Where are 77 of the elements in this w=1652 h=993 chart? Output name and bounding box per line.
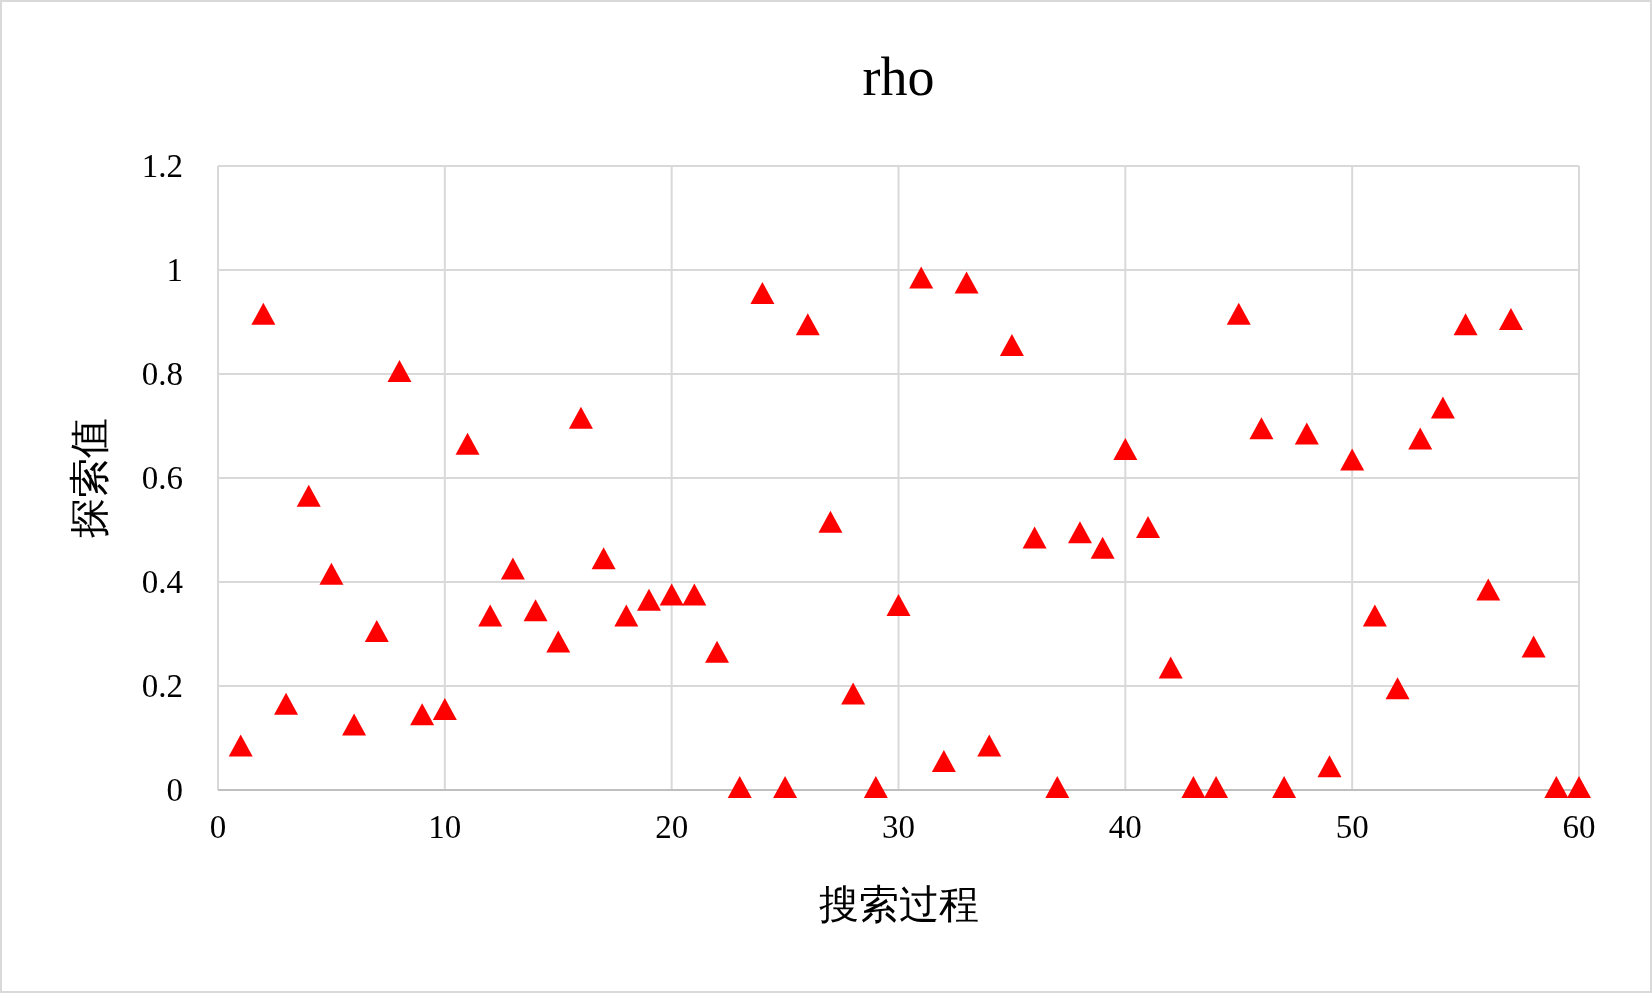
point — [750, 282, 775, 304]
point — [342, 713, 367, 736]
point — [1022, 526, 1047, 549]
point — [886, 594, 911, 616]
point — [410, 703, 435, 726]
y-axis-title: 探索值 — [67, 418, 112, 538]
point — [614, 604, 639, 627]
point — [455, 432, 480, 455]
point — [705, 640, 730, 663]
point — [568, 406, 593, 429]
point — [1430, 396, 1455, 419]
point — [1136, 516, 1161, 538]
point — [1226, 302, 1251, 325]
point — [1362, 604, 1387, 627]
point — [432, 698, 457, 720]
point — [954, 271, 979, 294]
point — [795, 313, 820, 336]
point — [1181, 776, 1206, 798]
point — [1090, 536, 1115, 559]
point — [841, 682, 866, 705]
point — [727, 776, 752, 798]
point — [251, 302, 276, 325]
point — [1067, 521, 1092, 544]
point — [1544, 776, 1569, 798]
point — [1317, 755, 1342, 778]
point — [387, 360, 412, 382]
point — [682, 583, 707, 606]
chart-title: rho — [862, 47, 935, 107]
point — [1249, 417, 1274, 440]
x-tick-label: 20 — [655, 809, 689, 845]
point — [931, 750, 956, 772]
point — [818, 510, 843, 533]
point — [274, 692, 299, 715]
point — [1567, 776, 1591, 798]
y-tick-label: 0.6 — [141, 460, 183, 496]
point — [1476, 578, 1501, 601]
point — [1045, 776, 1070, 798]
point — [546, 630, 571, 653]
x-tick-label: 50 — [1335, 809, 1369, 845]
point — [591, 547, 616, 570]
point — [1453, 313, 1478, 336]
point — [999, 334, 1024, 356]
y-tick-label: 0.8 — [141, 356, 183, 392]
y-tick-label: 0.2 — [141, 668, 183, 704]
point — [319, 562, 344, 585]
point — [296, 484, 321, 507]
point — [773, 776, 798, 798]
y-tick-label: 0.4 — [141, 564, 183, 600]
x-tick-label: 40 — [1108, 809, 1142, 845]
y-tick-label: 1 — [166, 252, 183, 288]
x-tick-label: 10 — [428, 809, 462, 845]
point — [1521, 635, 1546, 658]
point — [523, 599, 548, 622]
point — [1158, 656, 1183, 679]
y-tick-label: 1.2 — [141, 148, 183, 184]
point — [364, 620, 389, 642]
x-tick-label: 30 — [882, 809, 915, 845]
point — [1498, 308, 1523, 330]
point — [977, 734, 1002, 757]
point — [1385, 677, 1410, 700]
point — [863, 776, 888, 798]
point — [478, 604, 503, 627]
point — [909, 266, 934, 289]
point — [1113, 438, 1138, 460]
point — [659, 583, 684, 606]
point — [1340, 448, 1365, 471]
x-tick-label: 0 — [209, 809, 227, 845]
point — [500, 557, 525, 580]
point — [1408, 427, 1433, 450]
x-tick-label: 60 — [1562, 809, 1596, 845]
point — [1294, 422, 1319, 445]
point — [228, 734, 253, 757]
x-axis-title: 搜索过程 — [818, 882, 979, 927]
point — [1204, 776, 1229, 798]
point — [636, 588, 661, 611]
point — [1272, 776, 1297, 798]
y-tick-label: 0 — [166, 772, 183, 808]
